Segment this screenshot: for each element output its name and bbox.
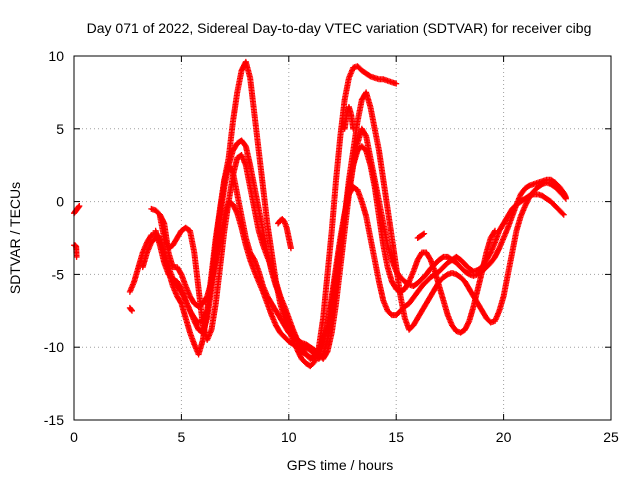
x-tick-label: 0 xyxy=(70,429,78,445)
x-axis-label: GPS time / hours xyxy=(287,457,394,473)
data-point xyxy=(177,299,184,306)
series-arc-7 xyxy=(156,89,569,362)
series-arc-2 xyxy=(71,242,80,260)
chart-title: Day 071 of 2022, Sidereal Day-to-day VTE… xyxy=(87,20,592,36)
series-arc-6 xyxy=(152,125,569,362)
x-tick-label: 25 xyxy=(603,429,619,445)
data-point xyxy=(177,270,184,277)
data-point xyxy=(250,255,257,262)
data-point xyxy=(73,253,80,260)
data-point xyxy=(362,131,369,138)
series-arc-8 xyxy=(126,304,135,314)
series-arc-1 xyxy=(71,202,83,217)
y-tick-label: -10 xyxy=(44,339,64,355)
x-tick-label: 15 xyxy=(388,429,404,445)
y-tick-label: 0 xyxy=(56,194,64,210)
data-point xyxy=(393,80,400,87)
x-tick-label: 20 xyxy=(496,429,512,445)
y-tick-label: 10 xyxy=(48,48,64,64)
y-tick-label: 5 xyxy=(56,121,64,137)
data-point xyxy=(76,202,83,209)
series-arc-9 xyxy=(275,216,294,252)
data-point xyxy=(177,284,184,291)
data-markers xyxy=(71,58,569,370)
x-tick-labels: 0 5 10 15 20 25 xyxy=(70,429,619,445)
data-point xyxy=(426,255,433,262)
data-point xyxy=(560,211,567,218)
x-tick-label: 5 xyxy=(178,429,186,445)
y-tick-label: -15 xyxy=(44,412,64,428)
y-axis-label: SDTVAR / TECUs xyxy=(7,182,23,294)
data-point xyxy=(559,210,566,217)
y-tick-label: -5 xyxy=(52,266,65,282)
series-arc-11 xyxy=(414,230,428,241)
y-tick-labels: -15 -10 -5 0 5 10 xyxy=(44,48,64,428)
data-point xyxy=(486,250,493,257)
x-tick-label: 10 xyxy=(281,429,297,445)
